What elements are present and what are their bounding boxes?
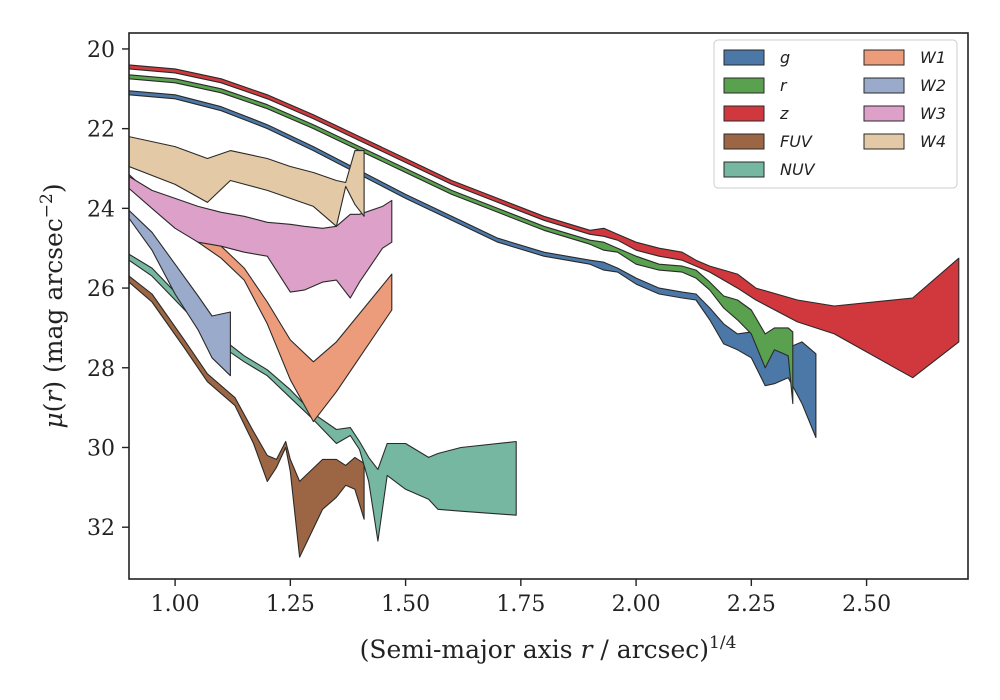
x-axis: 1.00 1.25 1.50 1.75 2.00 2.25 2.50 [151, 579, 891, 617]
x-tick-label: 2.00 [612, 592, 661, 617]
band-fuv [129, 275, 365, 558]
legend: grz FUV NUV W1 W2 W3 W4 [713, 39, 958, 189]
band-w3 [129, 175, 393, 299]
band-r [129, 74, 794, 405]
y-tick-label: 26 [87, 277, 115, 302]
x-tick-label: 2.25 [727, 592, 776, 617]
legend-swatch-z [723, 105, 765, 122]
legend-label-r: r [780, 76, 788, 95]
legend-swatch-w2 [863, 77, 905, 94]
legend-label-fuv: FUV [780, 132, 813, 151]
legend-swatch-fuv [723, 133, 765, 150]
legend-swatch-w3 [863, 105, 905, 122]
band-nuv [129, 253, 517, 542]
y-tick-label: 20 [87, 38, 115, 63]
band-z [129, 64, 960, 379]
y-axis-label: μ(r) (mag arcsec−2) [37, 183, 68, 428]
x-axis-label: (Semi-major axis r / arcsec)1/4 [360, 633, 737, 664]
band-g [129, 90, 817, 439]
x-tick-label: 1.00 [151, 592, 200, 617]
series-bands [129, 64, 960, 558]
y-tick-label: 22 [87, 118, 115, 143]
y-tick-label: 24 [87, 197, 115, 222]
plot-frame [128, 32, 969, 580]
legend-label-g: g [780, 48, 790, 67]
legend-swatch-nuv [723, 161, 765, 178]
legend-swatch-w1 [863, 49, 905, 66]
x-tick-label: 2.50 [842, 592, 891, 617]
x-tick-label: 1.75 [496, 592, 545, 617]
y-tick-label: 28 [87, 357, 115, 382]
band-w4 [129, 136, 365, 227]
y-tick-label: 30 [87, 436, 115, 461]
legend-label-w4: W4 [920, 132, 946, 151]
legend-label-z: z [779, 104, 789, 123]
legend-label-w1: W1 [920, 48, 946, 67]
band-w2 [129, 209, 231, 377]
y-tick-label: 32 [87, 516, 115, 541]
legend-swatch-w4 [863, 133, 905, 150]
x-tick-label: 1.25 [266, 592, 315, 617]
legend-swatch-g [723, 49, 765, 66]
legend-frame [713, 39, 958, 189]
legend-label-nuv: NUV [780, 160, 816, 179]
legend-label-w2: W2 [920, 76, 946, 95]
legend-swatch-r [723, 77, 765, 94]
legend-label-w3: W3 [920, 104, 946, 123]
x-tick-label: 1.50 [381, 592, 430, 617]
y-axis: 20 22 24 26 28 30 32 [87, 38, 129, 541]
